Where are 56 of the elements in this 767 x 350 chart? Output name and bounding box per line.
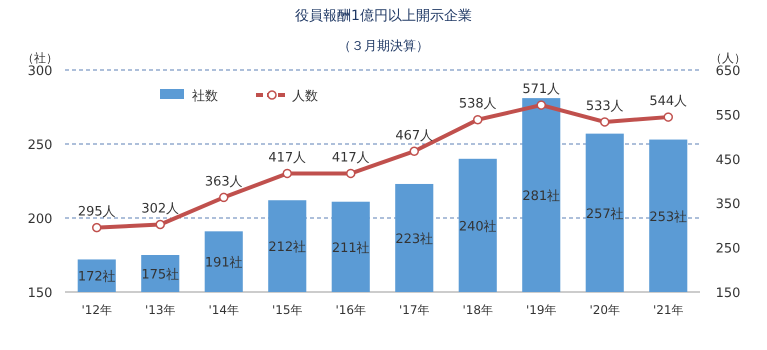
- data-label: 544人: [649, 94, 688, 110]
- chart-title: 役員報酬1億円以上開示企業: [295, 8, 472, 24]
- y2-axis-title: （人）: [710, 51, 746, 65]
- point: [536, 100, 546, 110]
- point: [664, 112, 673, 122]
- y2-tick-label: 350: [716, 197, 740, 212]
- x-tick-label: '18年: [462, 303, 494, 317]
- point: [410, 146, 419, 156]
- y-tick-label: 300: [28, 64, 52, 79]
- data-label: 223社: [395, 232, 434, 247]
- x-tick-label: '20年: [589, 303, 620, 317]
- y2-tick-label: 450: [716, 152, 740, 168]
- x-tick-label: '13年: [144, 303, 176, 317]
- y2-tick-label: 150: [716, 286, 740, 301]
- y-tick-label: 150: [28, 286, 52, 301]
- data-label: 253社: [649, 210, 688, 225]
- data-label: 571人: [522, 82, 560, 98]
- data-label: 257社: [586, 206, 624, 222]
- point: [346, 168, 356, 178]
- y-axis-title: （社）: [22, 51, 58, 65]
- point: [219, 192, 228, 202]
- data-label: 538人: [458, 96, 497, 112]
- data-label: 175社: [141, 268, 180, 282]
- data-label: 211社: [332, 240, 370, 256]
- point: [282, 168, 292, 178]
- data-label: 363人: [204, 174, 243, 190]
- x-tick-label: '14年: [208, 303, 240, 317]
- data-label: 240社: [458, 219, 497, 234]
- data-label: 191社: [204, 256, 243, 271]
- x-tick-label: '19年: [526, 303, 557, 317]
- data-label: 302人: [141, 202, 180, 217]
- legend-label: 人数: [292, 89, 318, 104]
- point: [473, 114, 482, 124]
- point: [600, 117, 610, 127]
- x-tick-label: '12年: [81, 303, 112, 317]
- data-label: 212社: [268, 240, 306, 256]
- data-label: 295人: [78, 204, 116, 220]
- x-tick-label: '15年: [272, 303, 303, 317]
- data-label: 417人: [268, 150, 306, 166]
- y2-tick-label: 550: [716, 108, 740, 124]
- y-tick-label: 200: [28, 212, 52, 227]
- data-label: 172社: [78, 270, 116, 285]
- legend-label: 社数: [192, 89, 218, 104]
- data-label: 467人: [395, 128, 434, 144]
- y2-tick-label: 650: [716, 64, 740, 79]
- y-tick-label: 250: [28, 138, 52, 153]
- data-label: 417人: [332, 150, 370, 166]
- x-tick-label: '17年: [398, 303, 430, 317]
- y2-tick-label: 250: [716, 242, 740, 257]
- x-tick-label: '21年: [652, 303, 684, 317]
- data-label: 533人: [586, 98, 624, 114]
- x-tick-label: '16年: [335, 303, 366, 317]
- point: [156, 220, 165, 230]
- data-label: 281社: [522, 189, 560, 204]
- chart-subtitle: （３月期決算）: [338, 39, 429, 54]
- point: [92, 222, 102, 232]
